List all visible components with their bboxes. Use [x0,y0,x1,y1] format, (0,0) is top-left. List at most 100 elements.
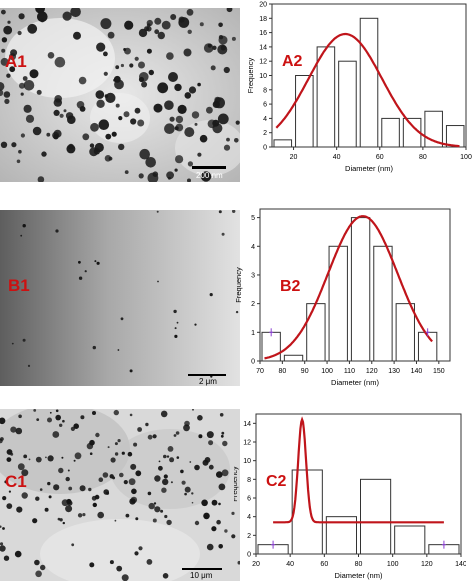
histogram-c2: 20 40 60 80 100 120 140 0 2 4 6 8 10 12 14 Diameter (nm… [234,413,466,580]
tem-image-a1 [0,8,240,182]
particle [0,89,4,97]
particle [204,457,211,463]
particle [1,37,8,43]
particle [44,507,49,512]
y-tick-label: 6 [247,496,251,503]
particle [138,28,148,38]
particle [74,452,82,460]
particle [103,71,108,76]
particle [82,513,86,517]
particle [174,168,178,172]
particle [27,364,31,367]
particle [210,65,216,71]
particle [116,565,123,572]
particle [117,439,121,443]
particle [10,49,18,57]
particle [89,562,95,568]
y-tick-label: 10 [243,458,251,465]
y-tick-label: 14 [243,421,251,428]
x-tick-label: 20 [290,154,298,161]
particle [154,29,160,35]
particle [207,119,217,129]
panel-label-c1: C1 [5,472,27,491]
particle [134,56,139,61]
particle [208,440,214,446]
particle [89,439,95,446]
particle [187,29,192,34]
particle [0,417,6,425]
particle [0,82,5,91]
particle [162,573,169,579]
particle [147,434,153,440]
particle [35,456,42,463]
particle [6,73,11,78]
particle [67,500,73,506]
particle [212,100,220,108]
particle [152,434,157,439]
particle [211,499,218,506]
particle [107,446,110,449]
particle [118,143,125,151]
x-tick-label: 120 [366,368,378,375]
particle [191,111,200,119]
particle [29,69,39,79]
particle [164,123,175,134]
particle [174,334,178,338]
particle [6,457,12,462]
particle [97,511,104,519]
tem-image-c1 [0,409,240,581]
particle [134,551,139,556]
particle [114,452,119,456]
particle [79,485,86,492]
particle [187,178,191,182]
particle [162,478,169,486]
particle [114,442,118,446]
particle [197,152,202,157]
particle [107,31,115,39]
x-axis-label: Diameter (nm) [345,164,393,173]
y-tick-label: 8 [247,477,251,484]
particle [223,144,231,151]
particle [3,555,10,561]
particle [89,143,95,148]
particle [138,546,143,551]
particle [173,309,177,314]
particle [66,144,76,154]
particle [35,496,40,501]
particle [84,270,87,273]
particle [199,134,208,143]
particle [148,69,154,76]
x-axis-label: Diameter (nm) [335,571,383,580]
panel-label-a2: A2 [282,53,303,70]
particle [127,451,133,457]
particle [218,544,223,549]
particle [0,542,4,546]
particle [1,9,6,15]
particle [0,437,4,441]
particle [130,118,137,125]
particle [129,498,136,505]
particle [218,22,223,28]
x-tick-label: 100 [460,154,472,161]
particle [123,111,130,118]
particle [221,431,225,435]
particle [23,454,28,459]
particle [108,156,113,161]
particle [39,488,43,491]
particle [98,477,104,482]
x-tick-label: 120 [421,561,433,568]
histogram-bar [359,17,379,148]
x-tick-label: 80 [355,561,363,568]
particle [118,116,123,121]
particle [89,452,93,455]
particle [174,83,182,92]
particle [90,122,99,132]
particle [208,464,214,470]
particle [168,72,178,82]
y-tick-label: 0 [247,552,251,559]
x-tick-label: 60 [320,561,328,568]
particle [146,48,152,54]
y-tick-label: 10 [259,73,267,80]
panel-label-b2: B2 [280,278,301,295]
particle [139,148,150,160]
